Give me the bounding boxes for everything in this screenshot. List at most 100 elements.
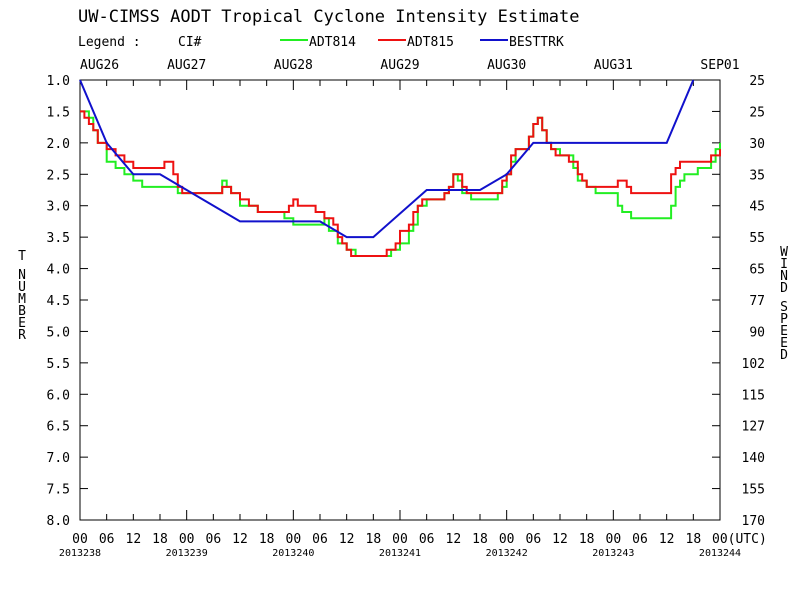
x-tick-labels: 00 06 12 18 00 06 12 18 00 06 12 18 00 06 12 18 00 06 12 18… bbox=[72, 532, 767, 547]
x-tick-label: 12 bbox=[339, 532, 355, 547]
top-date-label: AUG29 bbox=[380, 58, 419, 73]
legend-entry-adt815: ADT815 bbox=[407, 35, 454, 50]
y-right-tick-label: 25 bbox=[749, 74, 765, 89]
julian-date-label: 2013242 bbox=[486, 548, 528, 559]
y-left-tick-label: 5.0 bbox=[47, 325, 70, 340]
axis-title-letter: R bbox=[18, 328, 26, 343]
axis-title-letter: W bbox=[780, 245, 788, 260]
x-tick-label: 12 bbox=[446, 532, 462, 547]
julian-date-label: 2013238 bbox=[59, 548, 101, 559]
y-right-tick-label: 155 bbox=[742, 483, 765, 498]
y-left-tick-label: 3.0 bbox=[47, 200, 70, 215]
x-tick-label: 00(UTC) bbox=[712, 532, 767, 547]
x-tick-label: 00 bbox=[606, 532, 622, 547]
y-right-tick-label: 25 bbox=[749, 105, 765, 120]
x-tick-label: 06 bbox=[312, 532, 328, 547]
x-tick-label: 18 bbox=[686, 532, 702, 547]
x-tick-label: 06 bbox=[206, 532, 222, 547]
axis-ticks bbox=[79, 79, 721, 521]
y-left-tick-label: 7.5 bbox=[47, 483, 70, 498]
x-tick-label: 12 bbox=[232, 532, 248, 547]
x-tick-label: 00 bbox=[72, 532, 88, 547]
x-tick-label: 18 bbox=[152, 532, 168, 547]
y-left-tick-label: 3.5 bbox=[47, 231, 70, 246]
top-date-label: AUG26 bbox=[80, 58, 119, 73]
legend-entry-adt814: ADT814 bbox=[309, 35, 356, 50]
y-right-tick-label: 45 bbox=[749, 200, 765, 215]
julian-date-label: 2013243 bbox=[592, 548, 634, 559]
axis-title-letter: T bbox=[18, 249, 26, 264]
y-left-tick-label: 5.5 bbox=[47, 357, 70, 372]
axis-title-letter: N bbox=[780, 269, 788, 284]
y-right-tick-label: 102 bbox=[742, 357, 765, 372]
chart-title: UW-CIMSS AODT Tropical Cyclone Intensity… bbox=[78, 7, 580, 27]
y-left-tick-label: 1.5 bbox=[47, 105, 70, 120]
x-tick-label: 18 bbox=[579, 532, 595, 547]
julian-date-label: 2013240 bbox=[272, 548, 314, 559]
x-tick-label: 06 bbox=[99, 532, 115, 547]
x-tick-label: 00 bbox=[392, 532, 408, 547]
top-date-label: AUG28 bbox=[274, 58, 313, 73]
y-right-tick-label: 140 bbox=[742, 451, 765, 466]
axis-title-letter: E bbox=[18, 316, 26, 331]
top-date-label: AUG30 bbox=[487, 58, 526, 73]
x-tick-label: 18 bbox=[259, 532, 275, 547]
axis-title-letter: I bbox=[780, 257, 788, 272]
x-tick-label: 12 bbox=[552, 532, 568, 547]
y-left-tick-label: 4.0 bbox=[47, 263, 70, 278]
y-left-tick-label: 6.5 bbox=[47, 420, 70, 435]
x-tick-label: 18 bbox=[366, 532, 382, 547]
y-right-tick-label: 30 bbox=[749, 137, 765, 152]
axis-title-letter: M bbox=[18, 292, 26, 307]
y-left-tick-label: 8.0 bbox=[47, 514, 70, 529]
axis-title-letter: P bbox=[780, 312, 788, 327]
axis-title-letter: D bbox=[780, 348, 788, 363]
y-right-tick-label: 170 bbox=[742, 514, 765, 529]
y-right-tick-label: 127 bbox=[742, 420, 765, 435]
top-date-label: SEP01 bbox=[700, 58, 739, 73]
series-lines bbox=[79, 79, 721, 257]
y-left-tick-label: 2.0 bbox=[47, 137, 70, 152]
legend-entry-besttrk: BESTTRK bbox=[509, 35, 564, 50]
legend-ci-label: CI# bbox=[178, 35, 202, 50]
x-tick-label: 06 bbox=[632, 532, 648, 547]
plot-frame bbox=[79, 79, 721, 521]
legend-label: Legend : bbox=[78, 35, 141, 50]
julian-date-label: 2013244 bbox=[699, 548, 741, 559]
y-left-tick-label: 4.5 bbox=[47, 294, 70, 309]
x-tick-label: 06 bbox=[419, 532, 435, 547]
x-tick-label: 06 bbox=[526, 532, 542, 547]
y-left-tick-labels: 1.0 1.5 2.0 2.5 3.0 3.5 4.0 4.5 5.0 5.5 6.0 6.5 7.0 7… bbox=[47, 74, 70, 529]
y-right-tick-label: 90 bbox=[749, 325, 765, 340]
series-line-besttrk bbox=[79, 79, 695, 239]
y-right-tick-labels: 25 25 30 35 45 55 65 77 90 102 115 127 140 155 170 bbox=[742, 74, 765, 529]
julian-date-labels: 2013238 2013239 2013240 2013241 2013242 20132… bbox=[59, 548, 741, 559]
axis-title-letter: E bbox=[780, 324, 788, 339]
y-left-tick-label: 2.5 bbox=[47, 168, 70, 183]
y-left-tick-label: 6.0 bbox=[47, 388, 70, 403]
julian-date-label: 2013239 bbox=[166, 548, 208, 559]
x-tick-label: 12 bbox=[659, 532, 675, 547]
top-date-label: AUG27 bbox=[167, 58, 206, 73]
top-date-labels: AUG26 AUG27 AUG28 AUG29 AUG30 AUG31 SEP01 bbox=[80, 58, 740, 73]
axis-title-letter: U bbox=[18, 280, 26, 295]
x-tick-label: 18 bbox=[472, 532, 488, 547]
y-right-tick-label: 77 bbox=[749, 294, 765, 309]
y-left-tick-label: 1.0 bbox=[47, 74, 70, 89]
axis-title-letter: D bbox=[780, 281, 788, 296]
top-date-label: AUG31 bbox=[594, 58, 633, 73]
x-tick-label: 00 bbox=[179, 532, 195, 547]
y-left-tick-label: 7.0 bbox=[47, 451, 70, 466]
x-tick-label: 00 bbox=[286, 532, 302, 547]
y-right-tick-label: 115 bbox=[742, 388, 765, 403]
axis-title-letter: S bbox=[780, 300, 788, 315]
y-right-tick-label: 55 bbox=[749, 231, 765, 246]
axis-title-letter: N bbox=[18, 268, 26, 283]
y-right-tick-label: 65 bbox=[749, 263, 765, 278]
axis-title-letter: E bbox=[780, 336, 788, 351]
y-right-tick-label: 35 bbox=[749, 168, 765, 183]
julian-date-label: 2013241 bbox=[379, 548, 421, 559]
